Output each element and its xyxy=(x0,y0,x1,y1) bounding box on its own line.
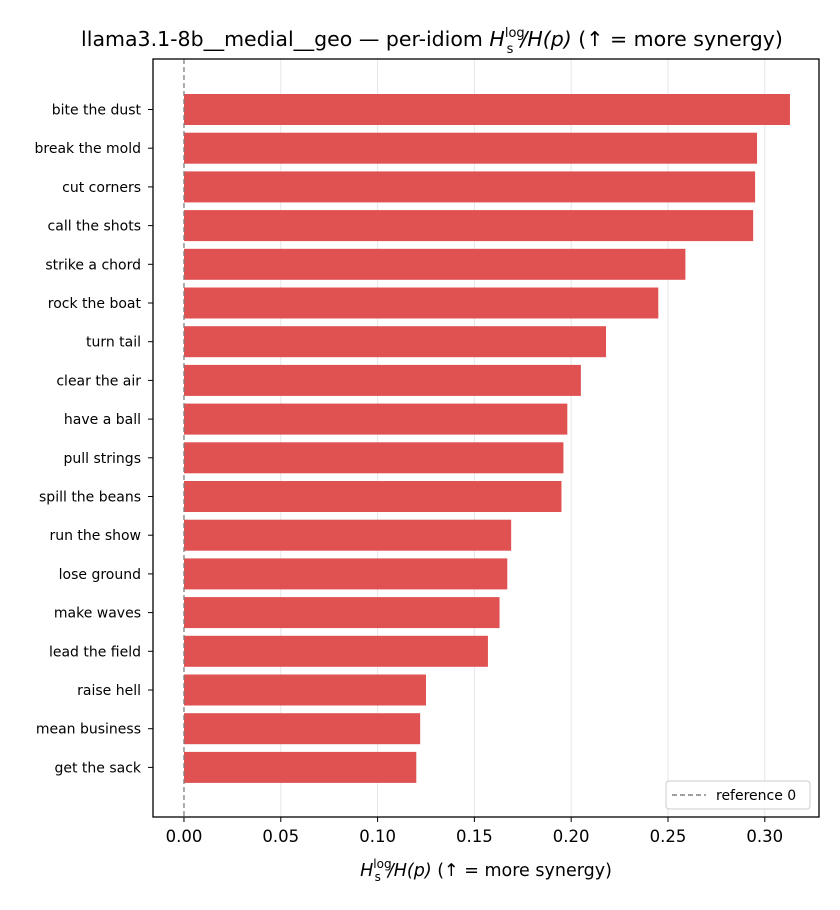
x-axis-label-math-base: H xyxy=(360,861,373,881)
x-axis-label-math-sub: s xyxy=(375,870,381,884)
x-axis-label-math-rest: /H(p) xyxy=(386,861,432,881)
category-axis: bite the dust break the mold cut corners ca… xyxy=(35,103,153,776)
y-tick-label: rock the boat xyxy=(48,296,142,312)
bar xyxy=(183,248,686,280)
x-axis-label: Hlog s/H(p) (↑ = more synergy) xyxy=(360,857,612,884)
bar xyxy=(183,674,426,706)
bar xyxy=(183,442,564,474)
y-tick-label: lead the field xyxy=(49,644,141,660)
bar xyxy=(183,481,562,512)
bar xyxy=(183,558,508,590)
chart-title-math-rest: /H(p) xyxy=(518,27,571,51)
x-tick-label: 0.30 xyxy=(746,827,783,846)
y-tick-label: spill the beans xyxy=(39,490,141,506)
bar xyxy=(183,713,421,745)
y-tick-label: clear the air xyxy=(56,373,141,389)
bar xyxy=(183,635,488,667)
y-tick-label: get the sack xyxy=(54,760,141,776)
x-tick-label: 0.20 xyxy=(553,827,590,846)
value-axis: 0.00 0.05 0.10 0.15 0.20 0.25 0.30 xyxy=(166,817,783,846)
y-tick-label: run the show xyxy=(49,528,141,544)
bar xyxy=(183,326,607,358)
y-tick-label: mean business xyxy=(36,722,141,738)
bar xyxy=(183,287,659,319)
y-tick-label: lose ground xyxy=(59,567,141,583)
y-tick-label: turn tail xyxy=(86,335,141,351)
bar xyxy=(183,94,790,125)
legend-box xyxy=(665,780,811,810)
y-tick-label: have a ball xyxy=(64,412,141,428)
bar xyxy=(183,751,417,783)
x-tick-label: 0.15 xyxy=(456,827,493,846)
y-tick-label: strike a chord xyxy=(45,257,141,273)
plot-frame xyxy=(152,58,820,818)
bar xyxy=(183,519,512,551)
bar xyxy=(183,171,756,203)
chart-title: llama3.1-8b__medial__geo — per-idiom Hlo… xyxy=(81,26,783,57)
y-tick-label: make waves xyxy=(54,606,141,622)
y-tick-label: bite the dust xyxy=(52,103,142,119)
y-tick-label: pull strings xyxy=(64,451,141,467)
x-tick-label: 0.05 xyxy=(262,827,299,846)
chart-title-math-sup: log xyxy=(505,26,525,41)
bar xyxy=(183,403,568,435)
chart-title-suffix: (↑ = more synergy) xyxy=(572,27,783,51)
x-tick-label: 0.10 xyxy=(359,827,396,846)
x-axis-label-math-sup: log xyxy=(373,857,391,871)
x-tick-label: 0.00 xyxy=(166,827,203,846)
bar xyxy=(183,364,581,396)
bar xyxy=(183,597,500,629)
bars xyxy=(183,94,790,783)
y-tick-label: call the shots xyxy=(48,219,141,235)
chart-title-prefix: llama3.1-8b__medial__geo — per-idiom xyxy=(81,27,489,52)
x-axis-label-suffix: (↑ = more synergy) xyxy=(432,861,612,881)
legend: reference 0 xyxy=(665,780,811,810)
bar xyxy=(183,210,754,242)
bar xyxy=(183,132,758,164)
chart-title-math-base: H xyxy=(489,27,504,51)
y-tick-label: cut corners xyxy=(62,180,141,196)
legend-label-reference: reference 0 xyxy=(716,788,796,804)
x-tick-label: 0.25 xyxy=(650,827,687,846)
chart-title-math-sub: s xyxy=(507,42,514,57)
y-tick-label: raise hell xyxy=(77,683,141,699)
y-tick-label: break the mold xyxy=(35,141,142,157)
